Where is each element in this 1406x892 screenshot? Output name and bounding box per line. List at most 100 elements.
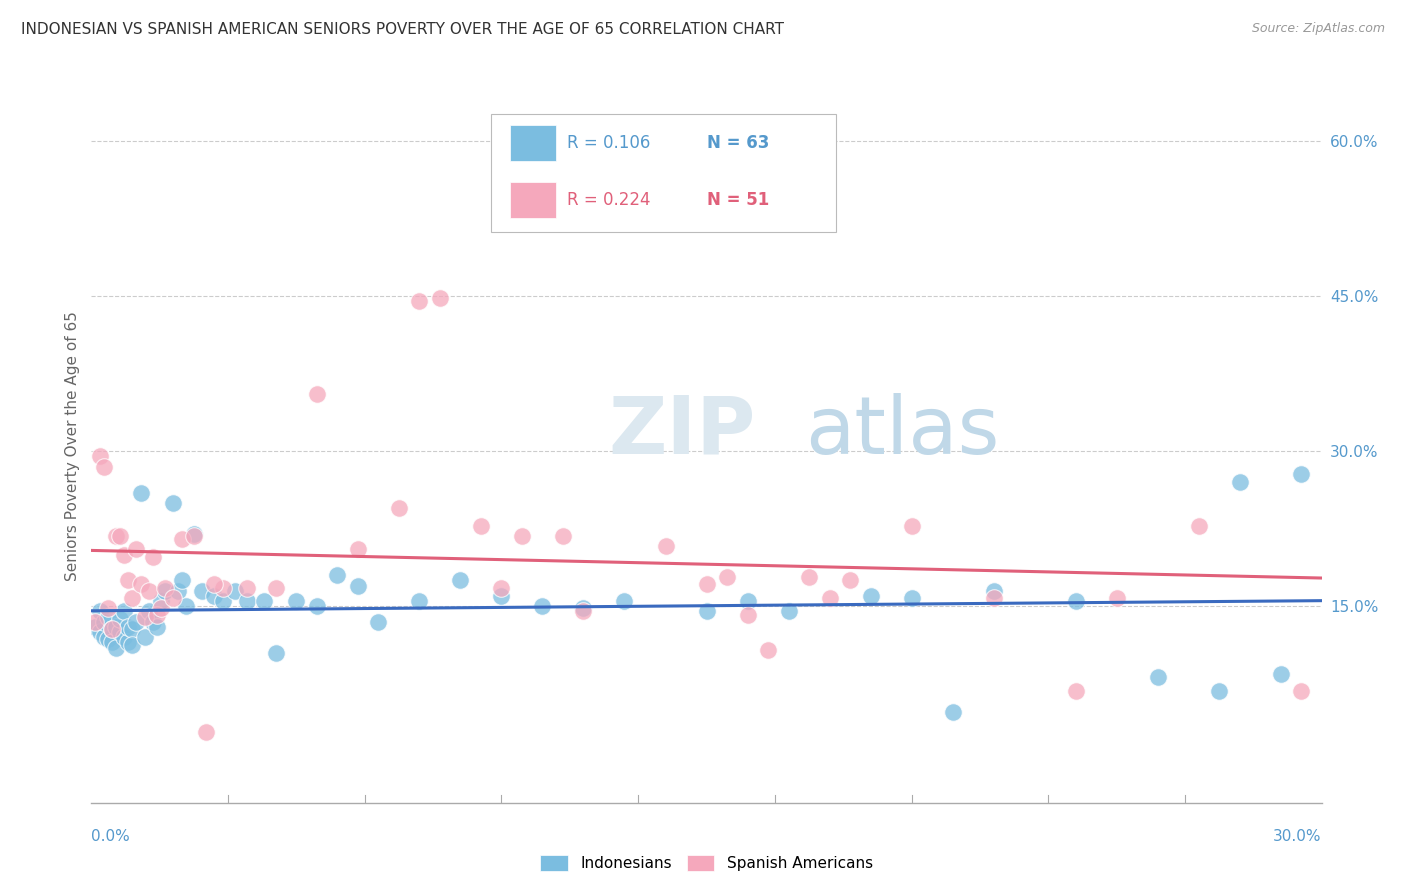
Point: [1105, 591, 1128, 605]
Text: 0.0%: 0.0%: [91, 829, 131, 844]
Point: [510, 529, 533, 543]
Point: [89, 625, 111, 640]
Point: [613, 201, 636, 215]
Point: [146, 620, 169, 634]
Point: [195, 725, 218, 739]
Point: [202, 576, 225, 591]
Point: [1146, 670, 1168, 684]
FancyBboxPatch shape: [509, 125, 557, 161]
Text: INDONESIAN VS SPANISH AMERICAN SENIORS POVERTY OVER THE AGE OF 65 CORRELATION CH: INDONESIAN VS SPANISH AMERICAN SENIORS P…: [21, 22, 785, 37]
Point: [1064, 594, 1087, 608]
Point: [1064, 684, 1087, 698]
Point: [326, 568, 349, 582]
Point: [105, 620, 127, 634]
Point: [900, 518, 922, 533]
Point: [1289, 467, 1312, 481]
Point: [983, 583, 1005, 598]
Point: [93, 615, 115, 629]
Point: [117, 635, 139, 649]
Point: [449, 574, 471, 588]
Text: ZIP: ZIP: [607, 392, 755, 471]
Point: [613, 594, 636, 608]
Text: Source: ZipAtlas.com: Source: ZipAtlas.com: [1251, 22, 1385, 36]
Point: [531, 599, 554, 614]
Point: [756, 642, 779, 657]
Text: atlas: atlas: [804, 392, 1000, 471]
Point: [942, 705, 965, 719]
Point: [305, 387, 328, 401]
Text: N = 63: N = 63: [706, 134, 769, 152]
Legend: Indonesians, Spanish Americans: Indonesians, Spanish Americans: [534, 849, 879, 877]
Point: [125, 615, 148, 629]
Point: [236, 594, 259, 608]
Point: [388, 501, 411, 516]
Point: [797, 570, 820, 584]
Point: [129, 576, 152, 591]
Point: [839, 574, 862, 588]
Point: [347, 542, 370, 557]
Point: [101, 635, 124, 649]
Point: [153, 583, 177, 598]
Point: [285, 594, 308, 608]
Point: [737, 594, 759, 608]
Point: [108, 529, 131, 543]
Point: [224, 583, 246, 598]
Point: [93, 459, 115, 474]
FancyBboxPatch shape: [509, 182, 557, 218]
Point: [202, 589, 225, 603]
Point: [191, 583, 214, 598]
Point: [183, 527, 205, 541]
Point: [305, 599, 328, 614]
Point: [89, 605, 111, 619]
Point: [859, 589, 882, 603]
Point: [900, 591, 922, 605]
Point: [117, 620, 139, 634]
Point: [778, 605, 800, 619]
Point: [84, 620, 107, 634]
Y-axis label: Seniors Poverty Over the Age of 65: Seniors Poverty Over the Age of 65: [65, 311, 80, 581]
Point: [572, 601, 595, 615]
Point: [138, 583, 160, 598]
Point: [93, 630, 115, 644]
Point: [367, 615, 389, 629]
Point: [408, 594, 430, 608]
Point: [105, 640, 127, 655]
Point: [89, 450, 111, 464]
Point: [121, 638, 143, 652]
Text: R = 0.106: R = 0.106: [568, 134, 651, 152]
Point: [211, 594, 233, 608]
Point: [153, 581, 177, 595]
Point: [408, 294, 430, 309]
Point: [695, 605, 717, 619]
Point: [121, 591, 143, 605]
Point: [183, 529, 205, 543]
Point: [166, 583, 188, 598]
Point: [716, 570, 738, 584]
Point: [695, 576, 717, 591]
Point: [146, 607, 169, 622]
Point: [112, 605, 135, 619]
Point: [1187, 518, 1209, 533]
Point: [491, 589, 513, 603]
Point: [97, 632, 120, 647]
Point: [150, 594, 173, 608]
Text: R = 0.224: R = 0.224: [568, 191, 651, 209]
Point: [112, 548, 135, 562]
Point: [97, 609, 120, 624]
Point: [129, 485, 152, 500]
Point: [174, 599, 197, 614]
Point: [253, 594, 276, 608]
Point: [551, 529, 574, 543]
Point: [983, 591, 1005, 605]
Point: [162, 496, 184, 510]
Point: [108, 612, 131, 626]
Point: [236, 581, 259, 595]
Point: [162, 591, 184, 605]
Point: [125, 542, 148, 557]
Point: [1208, 684, 1230, 698]
Point: [97, 601, 120, 615]
Point: [142, 549, 165, 564]
Point: [1270, 666, 1292, 681]
Point: [134, 630, 156, 644]
Point: [1289, 684, 1312, 698]
